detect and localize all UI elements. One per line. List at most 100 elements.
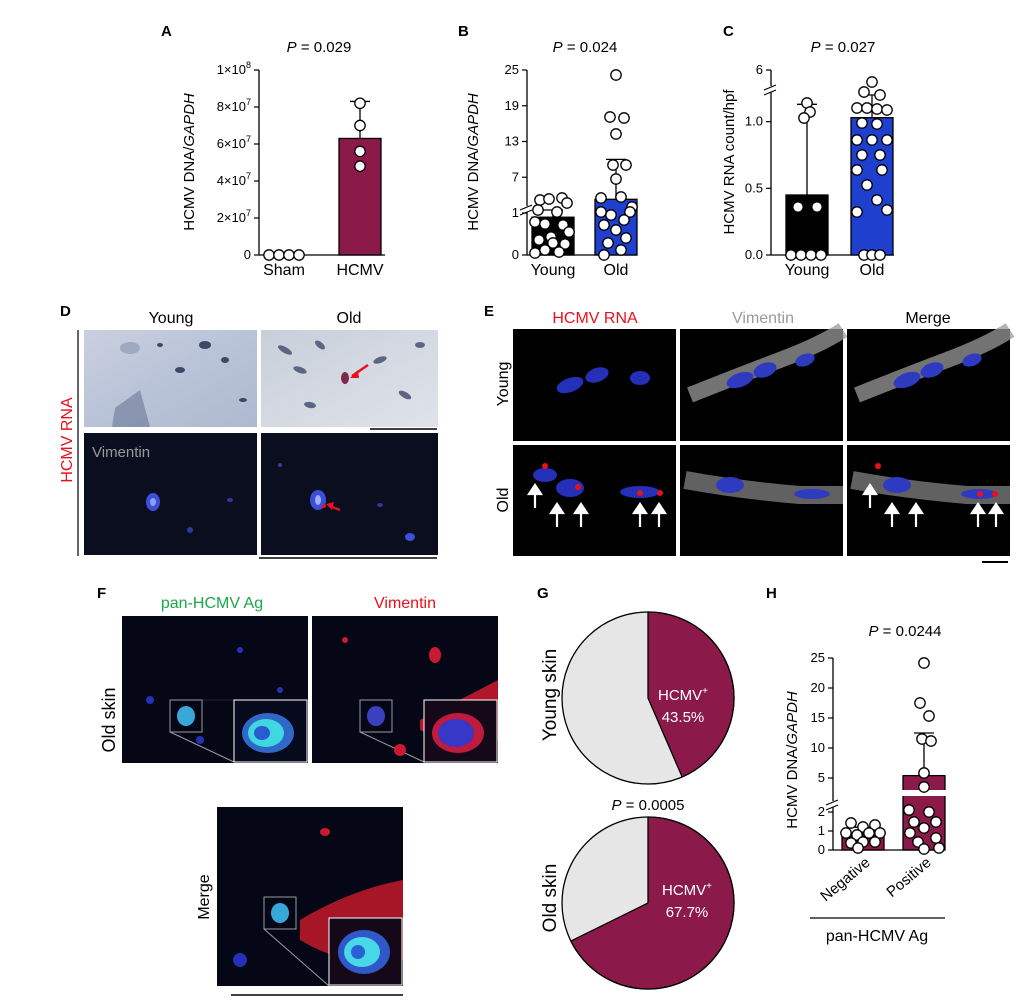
data-point bbox=[610, 224, 622, 236]
data-point bbox=[866, 134, 878, 146]
micrograph-f-pan-hcmv bbox=[122, 616, 308, 763]
p-value-h: P = 0.0244 bbox=[869, 623, 942, 640]
data-point bbox=[595, 206, 607, 218]
data-point bbox=[840, 827, 852, 839]
micrograph-f-vimentin bbox=[312, 616, 498, 763]
data-point bbox=[792, 201, 804, 213]
data-point bbox=[881, 204, 893, 216]
pie-label-young-skin: Young skin bbox=[540, 649, 561, 741]
data-point bbox=[918, 767, 930, 779]
data-point bbox=[866, 76, 878, 88]
micrograph-ihc-old bbox=[261, 330, 438, 430]
data-point bbox=[563, 226, 575, 238]
panel-letter-d: D bbox=[60, 303, 71, 320]
data-point bbox=[918, 657, 930, 669]
column-label-pan-hcmv-f: pan-HCMV Ag bbox=[161, 595, 263, 612]
data-point bbox=[798, 112, 810, 124]
y-axis-title-h: HCMV DNA/GAPDH bbox=[784, 691, 801, 829]
data-point bbox=[874, 827, 886, 839]
panel-f: F pan-HCMV Ag Vimentin Old skin bbox=[97, 585, 498, 996]
data-point bbox=[283, 249, 295, 261]
y-tick-label: 10 bbox=[811, 740, 825, 755]
y-tick-label: 25 bbox=[505, 62, 519, 77]
data-point bbox=[925, 735, 937, 747]
pie-young-skin bbox=[561, 611, 735, 785]
y-tick-label: 1×108 bbox=[217, 60, 251, 77]
x-category-label: Young bbox=[531, 262, 576, 279]
data-point bbox=[354, 97, 366, 110]
micrograph-e-young-rna bbox=[513, 329, 676, 441]
y-tick-label: 1.0 bbox=[745, 114, 763, 129]
panel-letter-e: E bbox=[484, 303, 494, 320]
group-label-pan-hcmv-ag: pan-HCMV Ag bbox=[826, 928, 928, 945]
y-tick-label: 1 bbox=[818, 823, 825, 838]
data-point bbox=[861, 179, 873, 191]
data-point bbox=[856, 149, 868, 161]
y-tick-label: 0.0 bbox=[745, 247, 763, 262]
white-arrow-icon bbox=[861, 483, 1005, 527]
y-tick-label: 13 bbox=[505, 134, 519, 149]
y-axis-title-c: HCMV RNA count/hpf bbox=[721, 89, 738, 235]
data-point bbox=[851, 164, 863, 176]
data-point bbox=[874, 149, 886, 161]
data-point bbox=[604, 111, 616, 123]
data-point bbox=[851, 206, 863, 218]
data-point bbox=[930, 832, 942, 844]
p-value-b: P = 0.024 bbox=[553, 39, 618, 56]
micrograph-e-old-merge bbox=[847, 445, 1010, 556]
data-point bbox=[881, 104, 893, 116]
micrograph-e-old-rna bbox=[513, 445, 676, 556]
pie-label-old-skin: Old skin bbox=[540, 864, 561, 933]
chart-b: 0 1 7 13 19 25 Young Old bbox=[505, 62, 638, 279]
panel-a: A P = 0.029 HCMV DNA/GAPDH 0 2×107 4×107 6×… bbox=[161, 23, 385, 279]
panel-letter-b: B bbox=[458, 23, 469, 40]
y-axis-title-b: HCMV DNA/GAPDH bbox=[465, 93, 482, 231]
data-point bbox=[918, 822, 930, 834]
vimentin-label-d: Vimentin bbox=[92, 444, 150, 461]
data-point bbox=[918, 843, 930, 855]
panel-letter-f: F bbox=[97, 585, 106, 602]
data-point bbox=[914, 697, 926, 709]
bar-hcmv bbox=[338, 137, 382, 256]
micrograph-fish-young: Vimentin bbox=[84, 433, 257, 555]
data-point bbox=[856, 117, 868, 129]
y-tick-label: 0 bbox=[244, 247, 251, 262]
data-point bbox=[615, 191, 627, 203]
data-point bbox=[354, 145, 366, 158]
data-point bbox=[559, 238, 571, 250]
white-arrow-icon bbox=[526, 483, 668, 527]
y-tick-label: 6 bbox=[756, 62, 763, 77]
chart-a: 0 2×107 4×107 6×107 8×107 1×108 Sham HCMV bbox=[217, 60, 385, 279]
data-point bbox=[610, 69, 622, 81]
data-point bbox=[904, 827, 916, 839]
pie-young-hcmv-positive-slice bbox=[647, 611, 735, 778]
p-value-c: P = 0.027 bbox=[811, 39, 876, 56]
micrograph-e-young-merge bbox=[847, 323, 1015, 441]
axis-break-mark bbox=[825, 799, 839, 806]
data-point bbox=[874, 89, 886, 101]
data-point bbox=[533, 234, 545, 246]
pie-old-skin bbox=[561, 816, 735, 990]
row-label-merge-f: Merge bbox=[196, 874, 213, 919]
data-point bbox=[908, 816, 920, 828]
x-category-label: Old bbox=[604, 262, 629, 279]
data-point bbox=[851, 102, 863, 114]
column-label-hcmv-rna-e: HCMV RNA bbox=[552, 310, 638, 327]
y-tick-label: 0 bbox=[818, 842, 825, 857]
column-label-vimentin-e: Vimentin bbox=[732, 310, 794, 327]
data-point bbox=[785, 249, 797, 261]
data-point bbox=[610, 128, 622, 140]
row-label-old-skin-f: Old skin bbox=[99, 687, 119, 752]
pie-old-hcmv-positive-slice bbox=[570, 816, 735, 990]
row-label-hcmv-rna-d: HCMV RNA bbox=[59, 397, 76, 483]
data-point bbox=[869, 836, 881, 848]
panel-b: B P = 0.024 HCMV DNA/GAPDH 0 1 7 13 19 25 Youn… bbox=[458, 23, 638, 279]
data-point bbox=[861, 102, 873, 114]
data-point bbox=[605, 209, 617, 221]
x-category-label: HCMV bbox=[336, 262, 383, 279]
data-point bbox=[598, 219, 610, 231]
column-label-merge-e: Merge bbox=[905, 310, 950, 327]
panel-c: C P = 0.027 HCMV RNA count/hpf 0.0 0.5 1.0… bbox=[721, 23, 894, 279]
